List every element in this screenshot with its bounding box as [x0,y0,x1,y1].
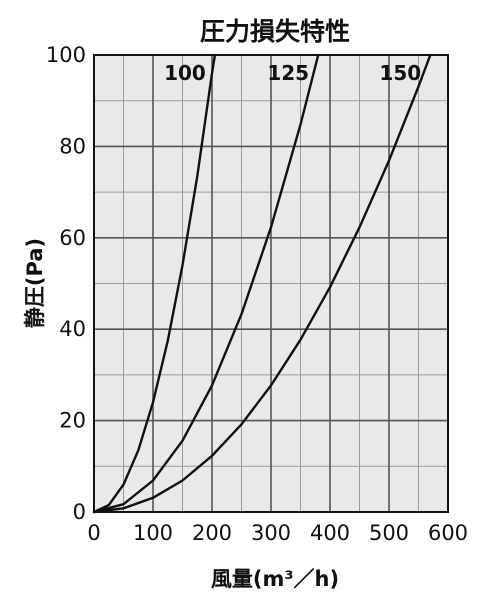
x-tick-label: 400 [310,521,350,545]
x-tick-label: 600 [428,521,468,545]
x-tick-label: 0 [87,521,100,545]
y-tick-label: 100 [46,43,86,67]
series-line-125 [92,53,320,514]
series-label-125: 125 [267,61,309,85]
series-labels: 100 125 150 [164,61,421,85]
y-tick-label: 60 [59,226,86,250]
y-tick-label: 80 [59,134,86,158]
series-layer [92,53,432,514]
x-tick-label: 300 [251,521,291,545]
y-tick-label: 40 [59,317,86,341]
y-tick-label: 0 [73,500,86,524]
tick-labels: 0 100 200 300 400 500 600 0 20 40 60 80 100 [46,43,468,545]
y-axis-title: 静圧(Pa) [23,238,47,328]
y-tick-label: 20 [59,409,86,433]
series-label-150: 150 [379,61,421,85]
plot-frame [93,54,449,513]
x-tick-label: 200 [192,521,232,545]
x-tick-label: 100 [133,521,173,545]
x-axis-title: 風量(m³／h) [211,567,339,591]
series-line-150 [92,53,432,514]
x-tick-label: 500 [369,521,409,545]
series-label-100: 100 [164,61,206,85]
series-line-100 [92,53,217,514]
chart-title: 圧力損失特性 [200,17,350,46]
